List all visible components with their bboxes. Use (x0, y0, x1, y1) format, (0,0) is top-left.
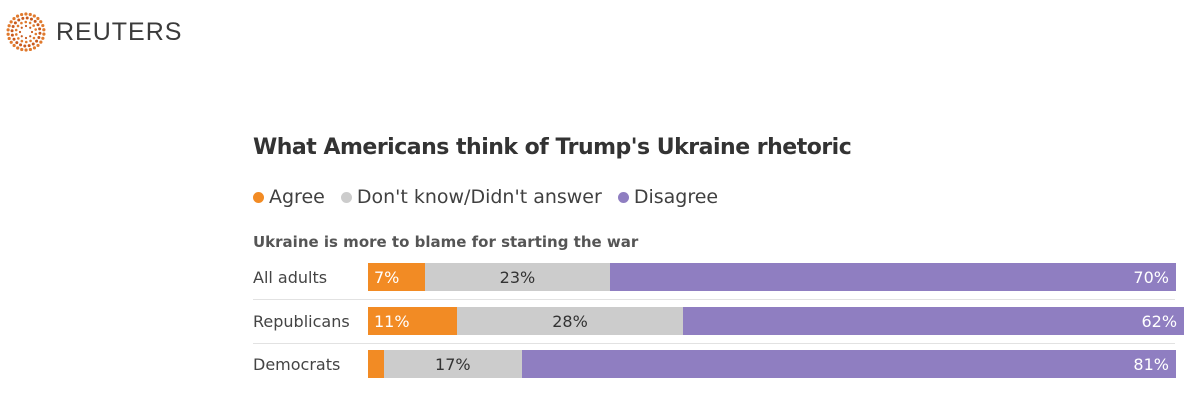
reuters-dot-logo-icon (6, 12, 46, 52)
row-divider (253, 299, 1175, 300)
bar-segment-don-t-know-didn-t-answer: 28% (456, 307, 684, 335)
chart-title: What Americans think of Trump's Ukraine … (253, 135, 852, 160)
reuters-logo: REUTERS (6, 12, 182, 52)
data-label: 81% (1133, 354, 1169, 374)
bar-segment-agree: 11% (368, 307, 457, 335)
bar-row: All adults 7% 23% 70% (253, 262, 1176, 292)
bar-segment-agree: 7% (368, 263, 425, 291)
data-label: 62% (1141, 311, 1178, 331)
bar-segment-disagree: 81% (521, 350, 1176, 378)
stacked-bar: 7% 23% 70% (368, 263, 1176, 291)
bar-row: Democrats 17% 81% (253, 349, 1176, 379)
legend-dot-icon (340, 191, 352, 203)
legend-label: Agree (269, 186, 325, 208)
legend-item: Don't know/Didn't answer (340, 186, 602, 208)
legend-label: Disagree (633, 186, 719, 208)
bar-segment-disagree: 70% (610, 263, 1176, 291)
category-label: Republicans (253, 311, 350, 331)
brand-name: REUTERS (56, 17, 183, 46)
data-label: 70% (1133, 267, 1169, 287)
legend-dot-icon (617, 191, 629, 203)
legend-item: Agree (253, 186, 325, 208)
row-divider (253, 343, 1175, 344)
category-label: All adults (253, 267, 328, 287)
legend: Agree Don't know/Didn't answer Disagree (253, 186, 734, 208)
bar-segment-don-t-know-didn-t-answer: 23% (424, 263, 611, 291)
stacked-bar: 17% 81% (368, 350, 1176, 378)
data-label: 23% (499, 267, 536, 287)
bar-segment-don-t-know-didn-t-answer: 17% (384, 350, 522, 378)
category-label: Democrats (253, 354, 341, 374)
legend-item: Disagree (617, 186, 719, 208)
stacked-bar: 11% 28% 62% (368, 307, 1185, 335)
bar-row: Republicans 11% 28% 62% (253, 306, 1185, 336)
legend-dot-icon (253, 191, 264, 203)
bar-segment-agree (368, 350, 385, 378)
legend-label: Don't know/Didn't answer (356, 186, 602, 208)
chart-subtitle: Ukraine is more to blame for starting th… (253, 233, 639, 251)
data-label: 11% (374, 311, 410, 331)
data-label: 17% (435, 354, 471, 374)
data-label: 7% (374, 267, 400, 287)
bar-segment-disagree: 62% (683, 307, 1185, 335)
data-label: 28% (552, 311, 588, 331)
